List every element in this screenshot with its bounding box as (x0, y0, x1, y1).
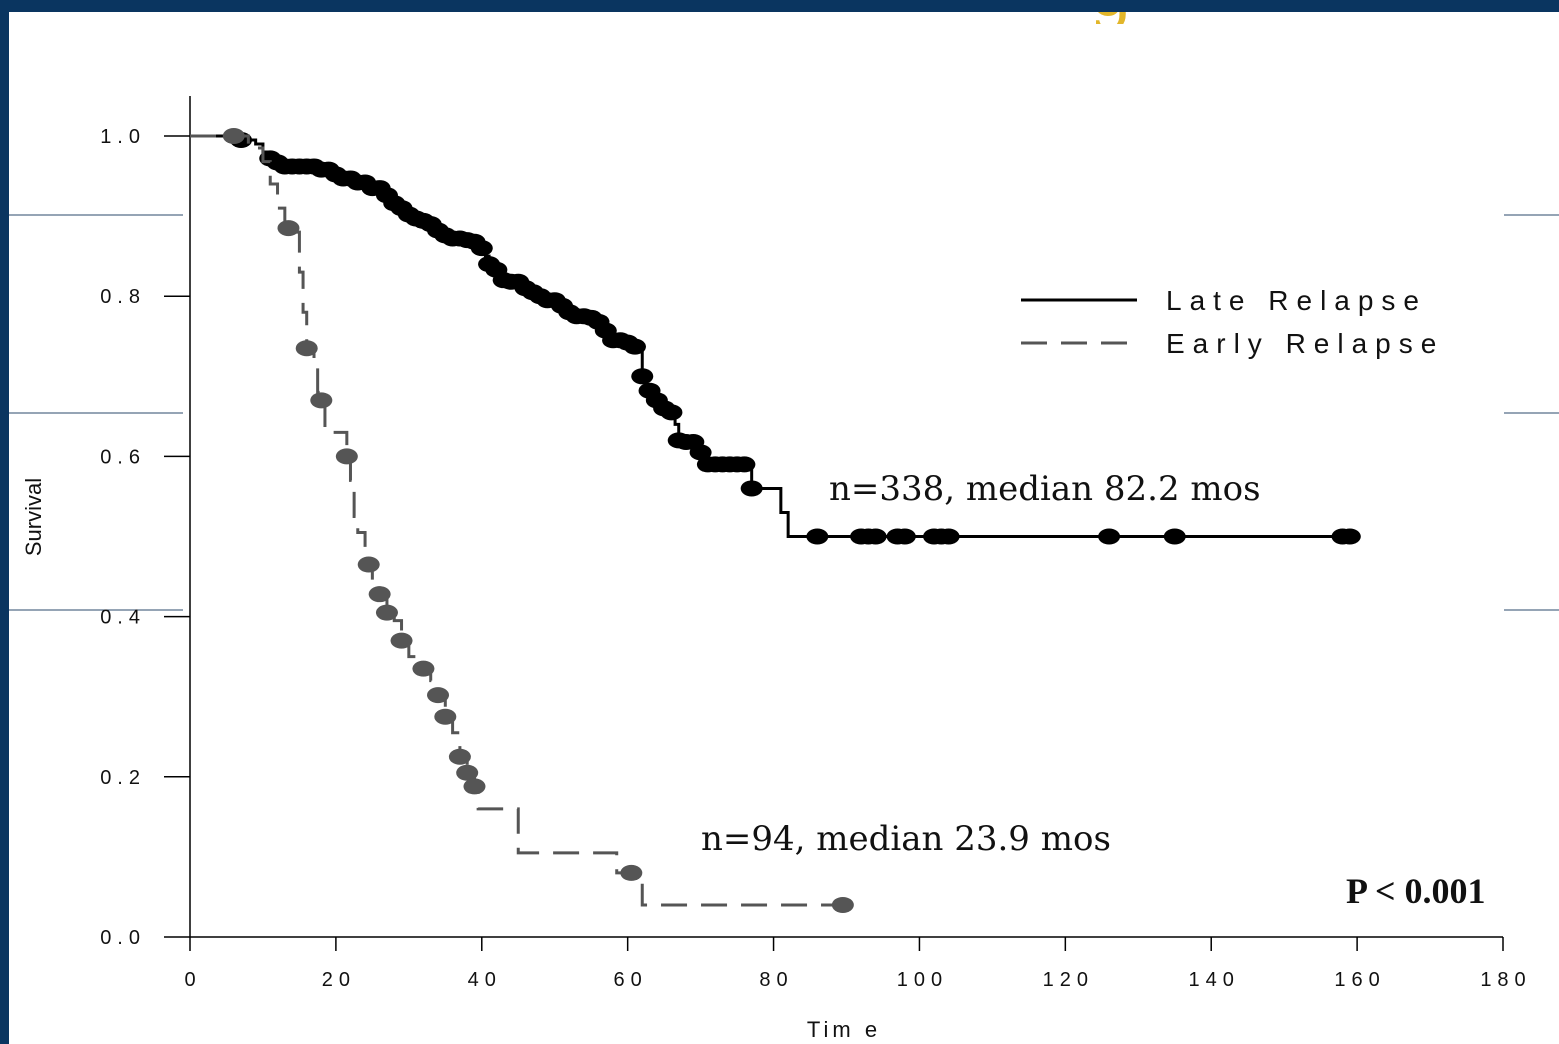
annotation-early-median: n=94, median 23.9 mos (701, 819, 1111, 859)
slide-canvas: g 0 20 40 60 80 100 120 140 160 180 0.0 0.2 0.4 0.6 0.… (9, 12, 1559, 1044)
p-value: P < 0.001 (1346, 871, 1486, 911)
censor-mark (222, 128, 245, 144)
y-tick-label: 0.2 (100, 767, 146, 789)
censor-mark (357, 556, 380, 573)
y-tick-label: 0.6 (100, 446, 146, 468)
y-tick-label: 0.8 (100, 286, 146, 308)
annotation-late-median: n=338, median 82.2 mos (829, 469, 1261, 509)
y-tick-label: 0.0 (100, 927, 146, 949)
censor-mark (470, 240, 493, 257)
x-tick-label: 40 (468, 969, 502, 991)
chart-axes (189, 96, 1503, 938)
slide-decor-lines (9, 214, 1559, 611)
x-tick-label: 60 (614, 969, 648, 991)
chart-ticks: 0 20 40 60 80 100 120 140 160 180 0.0 0.2 0.4 0.6 0.8 1… (100, 126, 1531, 991)
legend-late-label: Late Relapse (1166, 285, 1427, 316)
x-tick-label: 20 (322, 969, 356, 991)
censor-mark (412, 660, 435, 677)
censor-mark (434, 708, 457, 725)
series-early-relapse (190, 128, 854, 913)
censor-mark (623, 338, 646, 355)
censor-mark (689, 444, 712, 461)
censor-mark (427, 687, 450, 704)
x-axis-label: Tim e (807, 1017, 881, 1042)
censor-mark (864, 528, 887, 545)
y-tick-label: 1.0 (100, 126, 146, 148)
y-axis-label: Survival (21, 478, 46, 556)
censor-mark (893, 528, 916, 545)
censor-mark (368, 586, 391, 603)
censor-mark (335, 448, 358, 465)
legend: Late Relapse Early Relapse (1021, 285, 1444, 359)
censor-mark (375, 604, 398, 621)
censor-mark (390, 632, 413, 649)
censor-mark (1163, 528, 1186, 545)
censor-mark (456, 764, 479, 781)
censor-mark (310, 392, 333, 409)
slide-title-fragment: g (1089, 12, 1289, 24)
censor-mark (806, 528, 829, 545)
censor-mark (277, 220, 300, 237)
chart-series (190, 128, 1361, 913)
series-line (190, 134, 847, 907)
x-tick-label: 120 (1043, 969, 1094, 991)
censor-mark (463, 778, 486, 795)
censor-mark (295, 340, 318, 357)
censor-mark (448, 748, 471, 765)
survival-chart: 0 20 40 60 80 100 120 140 160 180 0.0 0.2 0.4 0.6 0.8 1… (9, 96, 1559, 1042)
censor-mark (620, 864, 643, 881)
slide-title-fragment-text: g (1089, 12, 1134, 24)
legend-early-label: Early Relapse (1166, 328, 1444, 359)
x-tick-label: 140 (1189, 969, 1240, 991)
series-late-relapse (190, 132, 1361, 545)
x-tick-label: 0 (184, 969, 201, 991)
censor-mark (733, 456, 756, 473)
censor-mark (937, 528, 960, 545)
censor-mark (831, 896, 854, 913)
x-tick-label: 80 (759, 969, 793, 991)
censor-mark (660, 404, 683, 421)
censor-mark (631, 368, 654, 385)
censor-mark (740, 480, 763, 497)
x-tick-label: 180 (1480, 969, 1531, 991)
y-tick-label: 0.4 (100, 607, 146, 629)
censor-mark (1338, 528, 1361, 545)
censor-mark (1098, 528, 1121, 545)
x-tick-label: 160 (1334, 969, 1385, 991)
x-tick-label: 100 (897, 969, 948, 991)
